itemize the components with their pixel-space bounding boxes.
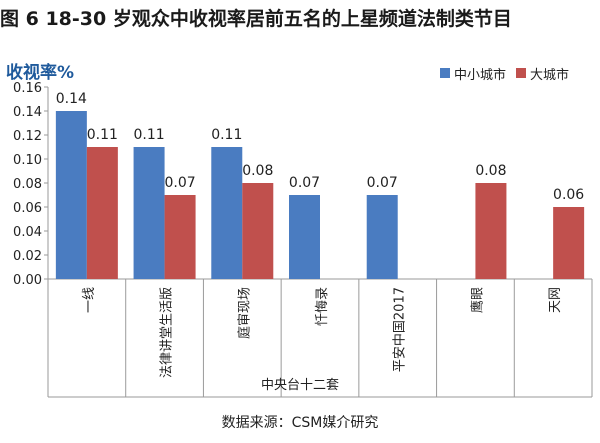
data-label: 0.11 (87, 127, 118, 143)
y-tick-label: 0.06 (13, 201, 42, 216)
legend-item-series2: 大城市 (516, 64, 569, 83)
y-tick-label: 0.04 (13, 225, 42, 240)
bar-series1 (289, 195, 320, 279)
x-axis-group-label: 中央台十二套 (261, 377, 339, 393)
x-tick-label: 天网 (548, 287, 563, 313)
y-tick-label: 0.00 (13, 273, 42, 288)
bar-series2 (86, 147, 118, 279)
legend: 中小城市 大城市 (440, 62, 579, 84)
bar-series2 (164, 195, 196, 279)
y-tick-label: 0.10 (13, 153, 42, 168)
x-tick-label: 平安中国2017 (393, 287, 408, 372)
chart-title: 图 6 18-30 岁观众中收视率居前五名的上星频道法制类节目 (0, 8, 512, 30)
legend-label-series2: 大城市 (530, 67, 570, 83)
legend-swatch-series2 (516, 68, 527, 78)
x-tick-label: 法律讲堂生活版 (160, 287, 175, 378)
data-label: 0.07 (289, 175, 320, 191)
bar-series1 (366, 195, 398, 279)
data-label: 0.08 (242, 163, 273, 179)
legend-item-series1: 中小城市 (440, 64, 506, 83)
y-tick-label: 0.14 (13, 105, 42, 120)
bar-series2 (242, 183, 274, 279)
y-axis-label: 收视率% (6, 63, 75, 83)
y-tick-label: 0.16 (13, 81, 42, 96)
x-tick-label: 忏悔录 (315, 287, 330, 326)
x-tick-label: 鹰眼 (469, 287, 485, 313)
y-tick-label: 0.08 (13, 177, 42, 192)
data-label: 0.07 (164, 175, 195, 191)
y-tick-label: 0.02 (13, 249, 42, 264)
bar-series1 (133, 147, 165, 279)
data-label: 0.11 (133, 127, 164, 143)
bar-series1 (55, 111, 87, 279)
bar-series1 (211, 147, 243, 279)
data-label: 0.11 (211, 127, 242, 143)
legend-swatch-series1 (440, 68, 450, 78)
source-note: 数据来源：CSM媒介研究 (221, 415, 379, 431)
data-label: 0.14 (56, 91, 87, 107)
bar-series2 (553, 207, 585, 279)
legend-label-series1: 中小城市 (454, 67, 507, 83)
y-tick-label: 0.12 (13, 129, 42, 144)
data-label: 0.08 (475, 163, 506, 179)
x-tick-label: 庭审现场 (236, 287, 252, 339)
data-label: 0.07 (367, 175, 398, 191)
x-tick-label: 一线 (82, 287, 97, 313)
bar-series2 (475, 183, 507, 279)
data-label: 0.06 (553, 187, 584, 203)
